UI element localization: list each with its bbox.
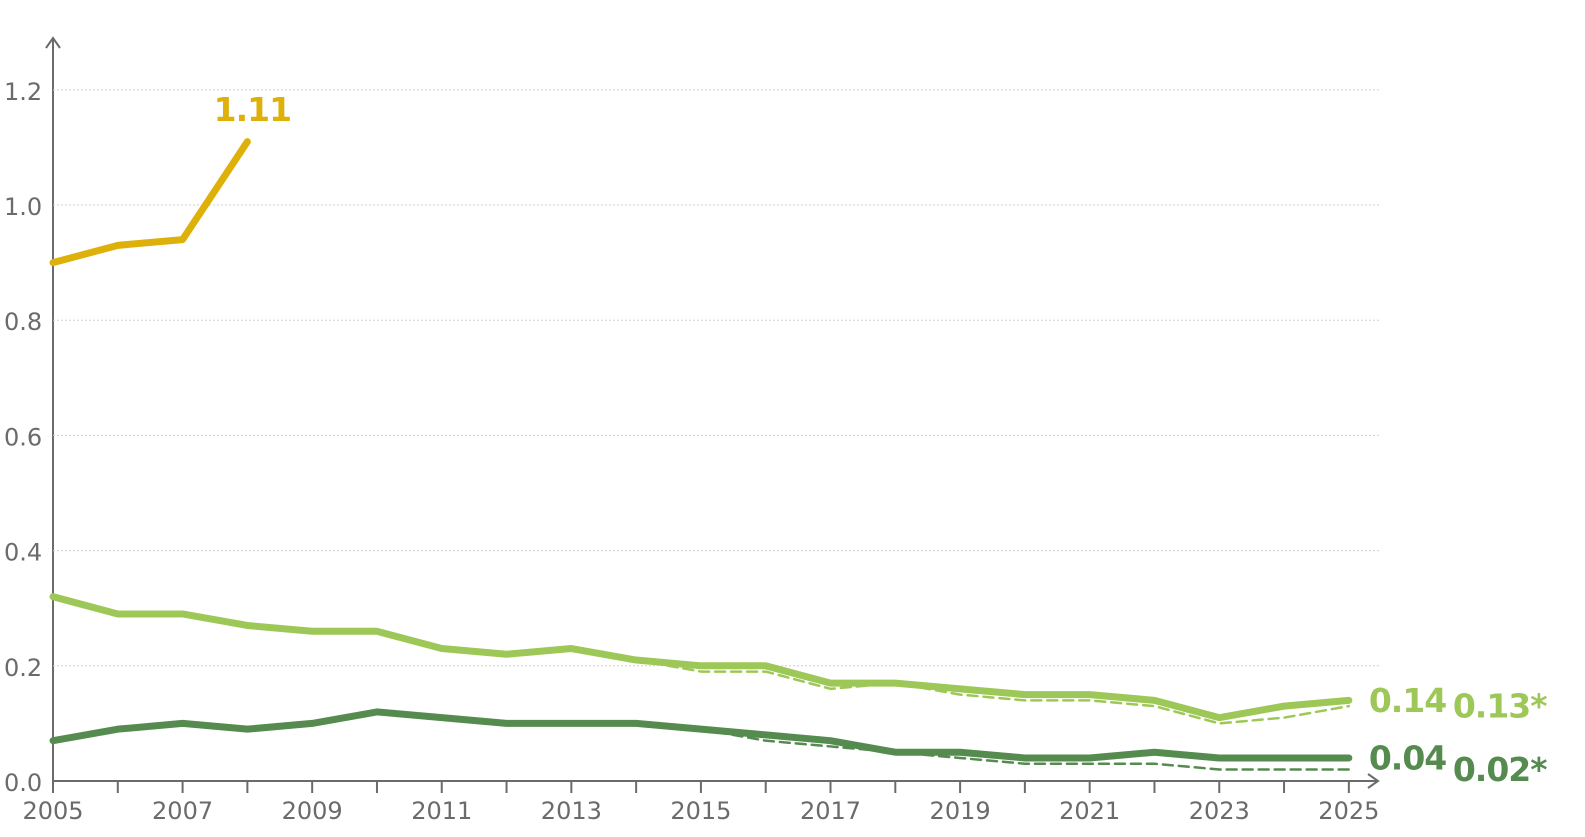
value-label: 0.02* bbox=[1453, 750, 1547, 789]
line bbox=[49, 708, 1353, 762]
dashed-line bbox=[634, 658, 1351, 725]
line bbox=[49, 138, 251, 267]
x-tick-label: 2013 bbox=[541, 797, 602, 825]
y-tick-label: 0.6 bbox=[4, 423, 42, 451]
x-tick-label: 2009 bbox=[282, 797, 343, 825]
y-tick-label: 1.2 bbox=[4, 78, 42, 106]
x-tick-label: 2011 bbox=[411, 797, 472, 825]
value-label: 1.11 bbox=[214, 90, 291, 129]
x-axis-arrow bbox=[1367, 773, 1380, 789]
x-tick-label: 2023 bbox=[1189, 797, 1250, 825]
x-tick-label: 2005 bbox=[22, 797, 83, 825]
x-tick-label: 2019 bbox=[930, 797, 991, 825]
value-label: 0.14 bbox=[1369, 681, 1446, 720]
y-tick-label: 0.2 bbox=[4, 654, 42, 682]
line bbox=[49, 593, 1353, 722]
value-label: 0.13* bbox=[1453, 687, 1547, 726]
y-tick-label: 1.0 bbox=[4, 193, 42, 221]
x-tick-label: 2015 bbox=[670, 797, 731, 825]
x-tick-label: 2007 bbox=[152, 797, 213, 825]
x-tick-label: 2017 bbox=[800, 797, 861, 825]
dashed-line bbox=[699, 727, 1351, 771]
y-tick-label: 0.8 bbox=[4, 308, 42, 336]
y-tick-label: 0.0 bbox=[4, 769, 42, 797]
y-axis-arrow bbox=[45, 36, 61, 49]
value-label: 0.04 bbox=[1369, 738, 1446, 777]
x-tick-label: 2021 bbox=[1059, 797, 1120, 825]
axes bbox=[45, 36, 1380, 789]
y-tick-label: 0.4 bbox=[4, 539, 42, 567]
x-tick-label: 2025 bbox=[1318, 797, 1379, 825]
